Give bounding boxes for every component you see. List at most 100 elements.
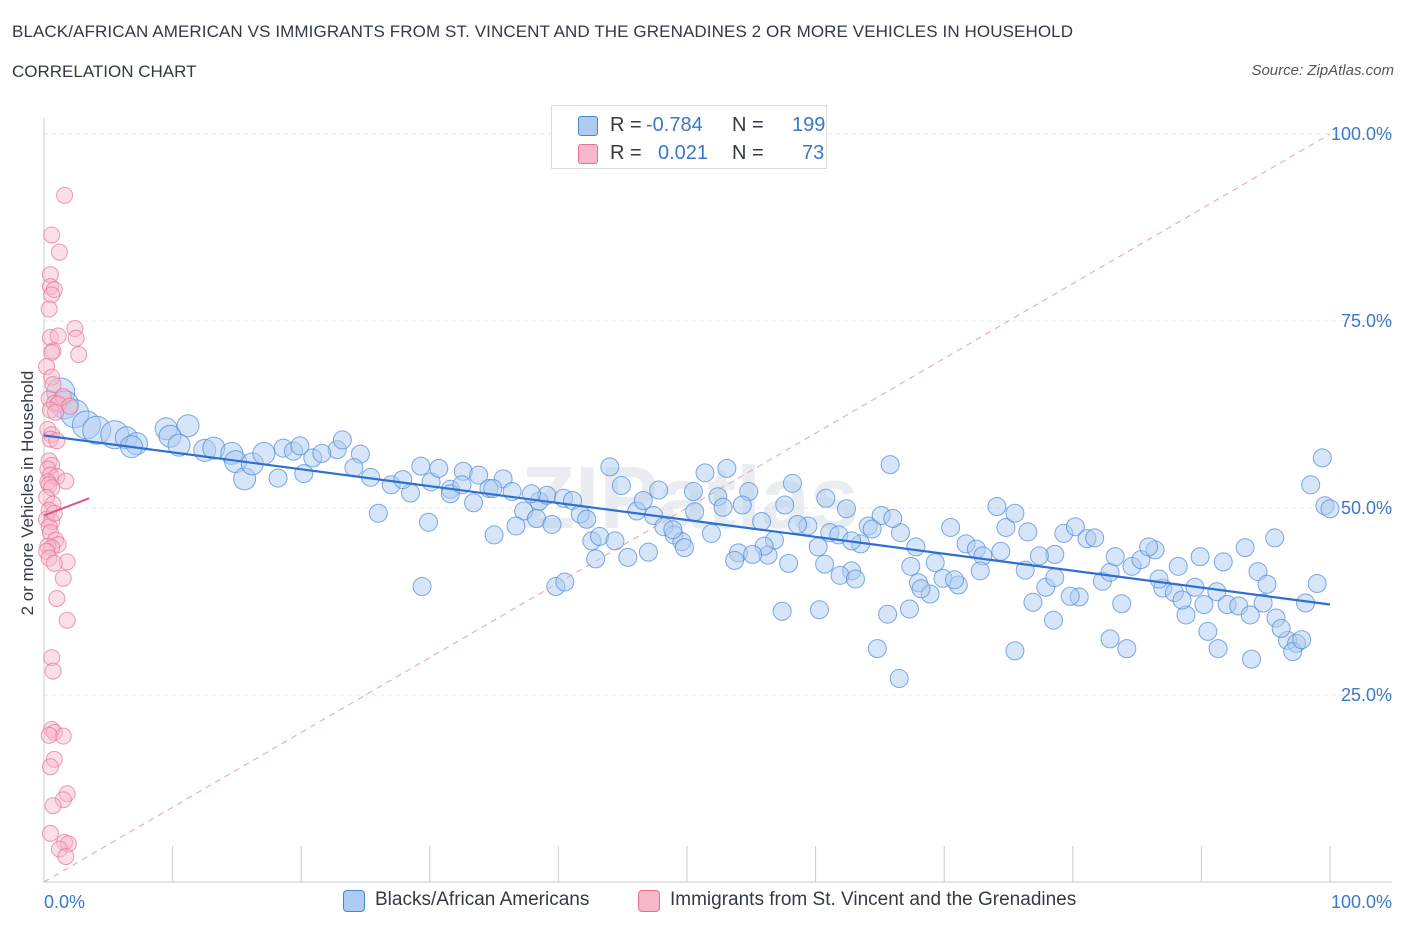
data-point-blacks [429, 458, 449, 478]
data-point-blacks [815, 554, 835, 574]
data-point-blacks [605, 531, 625, 551]
data-point-blacks [911, 579, 931, 599]
data-point-immigrants [58, 611, 76, 629]
data-point-blacks [788, 514, 808, 534]
data-point-immigrants [43, 343, 61, 361]
x-tick-label: 100.0% [1331, 892, 1392, 912]
data-point-blacks [600, 457, 620, 477]
data-point-blacks [1198, 621, 1218, 641]
data-point-immigrants [38, 542, 56, 560]
data-point-blacks [633, 491, 653, 511]
legend-swatch-blue [343, 890, 365, 912]
data-point-immigrants [44, 662, 62, 680]
data-point-blacks [1265, 528, 1285, 548]
data-point-immigrants [49, 327, 67, 345]
trend-line-blacks [43, 434, 1331, 606]
data-point-blacks [878, 604, 898, 624]
data-point-blacks [717, 458, 737, 478]
data-point-blacks [944, 570, 964, 590]
legend-label: Blacks/African Americans [375, 889, 590, 910]
legend-n-value: 73 [802, 142, 825, 164]
data-point-blacks [782, 473, 802, 493]
data-point-blacks [1117, 639, 1137, 659]
legend-swatch-pink [638, 890, 660, 912]
data-point-blacks [925, 553, 945, 573]
data-point-immigrants [57, 848, 75, 866]
data-point-blacks [883, 508, 903, 528]
data-point-blacks [1208, 639, 1228, 659]
data-point-blacks [941, 517, 961, 537]
legend-item-blacks: Blacks/African Americans [343, 888, 623, 914]
data-point-blacks [1029, 546, 1049, 566]
data-point-blacks [290, 436, 310, 456]
data-point-blacks [845, 569, 865, 589]
data-point-immigrants [43, 226, 61, 244]
data-point-blacks [725, 550, 745, 570]
data-point-immigrants [54, 569, 72, 587]
data-point-immigrants [43, 286, 61, 304]
data-point-blacks [1139, 537, 1159, 557]
data-point-immigrants [41, 824, 59, 842]
data-point-blacks [1149, 569, 1169, 589]
data-point-blacks [772, 601, 792, 621]
data-point-blacks [1023, 592, 1043, 612]
data-point-blacks [1235, 538, 1255, 558]
data-point-immigrants [48, 590, 66, 608]
legend-n-value: 199 [792, 114, 826, 136]
legend-n-label: N = [732, 114, 764, 136]
data-point-blacks [701, 523, 721, 543]
data-point-blacks [542, 514, 562, 534]
data-point-blacks [1045, 568, 1065, 588]
data-point-blacks [1320, 499, 1340, 519]
data-point-blacks [312, 443, 332, 463]
data-point-blacks [419, 512, 439, 532]
data-point-immigrants [43, 479, 61, 497]
y-tick-label: 50.0% [1341, 498, 1392, 518]
data-point-immigrants [57, 472, 75, 490]
legend-r-value: 0.021 [658, 142, 709, 164]
legend-r-label: R = [610, 114, 642, 136]
data-point-blacks [167, 433, 191, 457]
data-point-immigrants [38, 489, 56, 507]
data-point-blacks [1292, 630, 1312, 650]
data-point-blacks [816, 488, 836, 508]
data-point-blacks [1044, 610, 1064, 630]
data-point-blacks [901, 556, 921, 576]
data-point-blacks [743, 544, 763, 564]
data-point-blacks [906, 537, 926, 557]
legend-item-immigrants: Immigrants from St. Vincent and the Gren… [638, 888, 1118, 914]
data-point-immigrants [40, 549, 58, 567]
data-point-immigrants [38, 358, 56, 376]
data-point-blacks [808, 537, 828, 557]
data-point-blacks [889, 669, 909, 689]
data-point-blacks [638, 542, 658, 562]
data-point-immigrants [56, 186, 74, 204]
data-point-immigrants [58, 553, 76, 571]
data-point-immigrants [40, 300, 58, 318]
correlation-legend: R = -0.784 N = 199 R = 0.021 N = 73 [551, 105, 827, 169]
axes [43, 118, 1392, 883]
data-point-immigrants [70, 346, 88, 364]
legend-swatch-pink [578, 144, 598, 164]
data-point-blacks [1100, 629, 1120, 649]
data-point-blacks [344, 458, 364, 478]
y-tick-label: 25.0% [1341, 685, 1392, 705]
x-tick-label: 0.0% [44, 892, 85, 912]
data-point-blacks [1172, 590, 1192, 610]
data-point-blacks [1312, 448, 1332, 468]
data-point-blacks [268, 468, 288, 488]
tick-labels: 25.0% 50.0% 75.0% 100.0% 0.0% 100.0% [44, 124, 1392, 912]
data-point-blacks [506, 516, 526, 536]
data-point-blacks [1065, 517, 1085, 537]
data-point-blacks [867, 639, 887, 659]
data-point-immigrants [61, 397, 79, 415]
data-point-blacks [685, 502, 705, 522]
data-point-blacks [713, 497, 733, 517]
data-point-blacks [484, 525, 504, 545]
data-point-blacks [862, 519, 882, 539]
data-point-blacks [252, 441, 276, 465]
data-point-blacks [779, 553, 799, 573]
data-point-blacks [368, 503, 388, 523]
series-immigrants-points [38, 186, 88, 866]
legend-swatch-blue [578, 116, 598, 136]
